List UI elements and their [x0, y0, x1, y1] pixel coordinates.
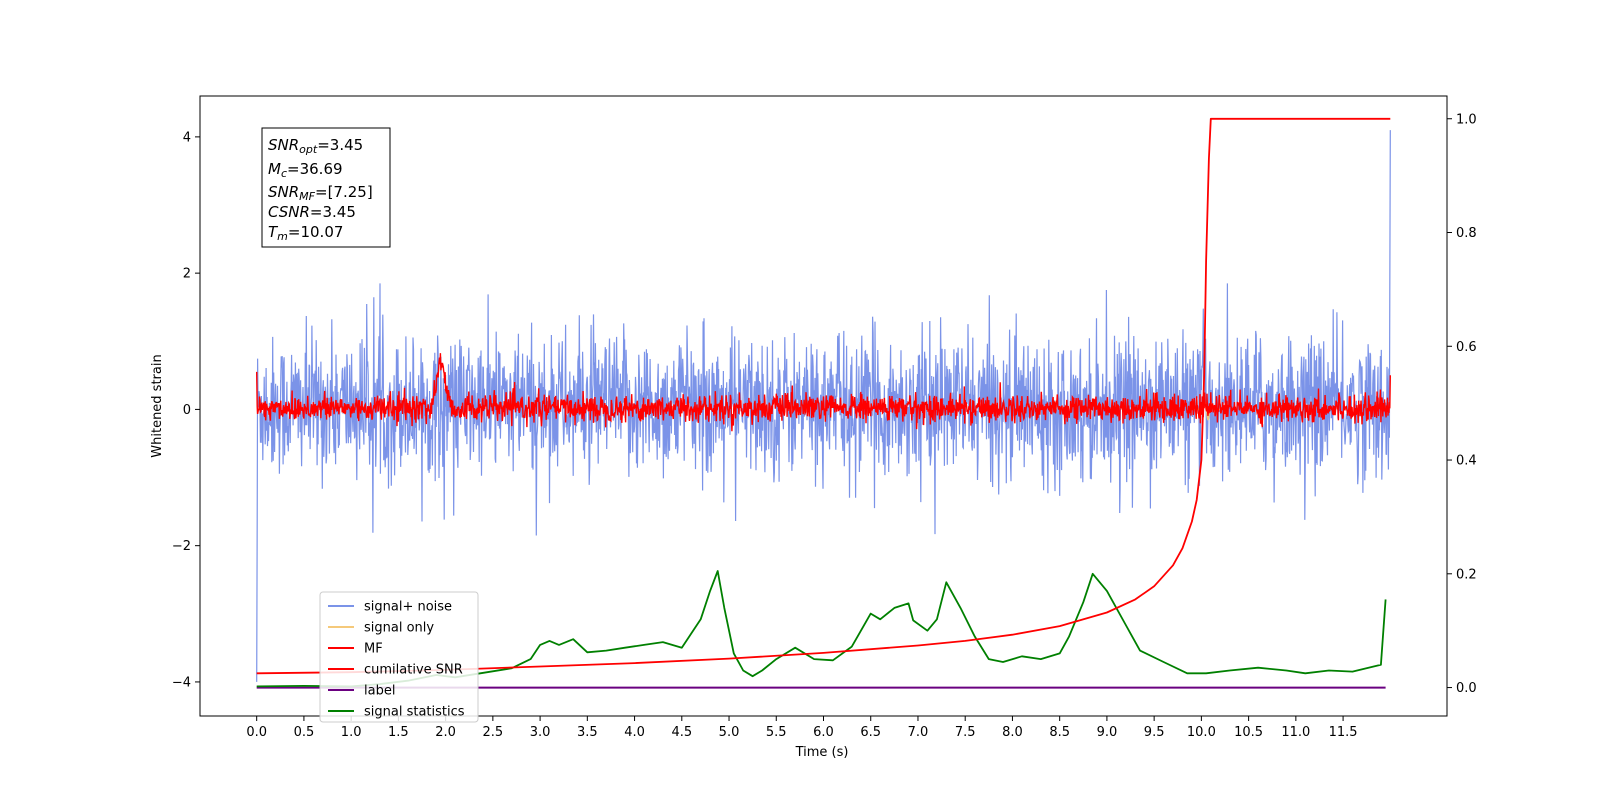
annotation-csnr: CSNR=3.45 [268, 203, 356, 221]
series-cumulative-snr [256, 117, 1391, 675]
legend: signal+ noise signal only MF cumilative SNR… [319, 591, 479, 723]
legend-label: label [364, 684, 395, 699]
y-tick-label-right: 0.8 [1456, 226, 1477, 241]
x-tick-label: 6.5 [860, 725, 881, 740]
x-tick-label: 11.0 [1281, 725, 1310, 740]
annotation-tm: Tm=10.07 [268, 223, 343, 243]
legend-label: signal statistics [364, 705, 465, 720]
legend-label: signal only [364, 621, 434, 636]
x-tick-label: 8.0 [1002, 725, 1023, 740]
y-tick-label-right: 1.0 [1456, 112, 1477, 127]
legend-label: MF [364, 642, 383, 657]
x-tick-label: 6.0 [813, 725, 834, 740]
annotation-snr-opt: SNRopt=3.45 [268, 136, 363, 156]
series-mf [256, 353, 1391, 432]
x-tick-label: 11.5 [1329, 725, 1358, 740]
x-tick-label: 3.0 [530, 725, 551, 740]
x-tick-label: 3.5 [577, 725, 598, 740]
x-tick-label: 1.5 [388, 725, 409, 740]
x-tick-label: 10.0 [1187, 725, 1216, 740]
annotation-mc: Mc=36.69 [268, 160, 343, 180]
y-tick-label-left: −2 [172, 539, 191, 554]
x-tick-label: 9.5 [1144, 725, 1165, 740]
legend-label: signal+ noise [364, 600, 452, 615]
x-tick-label: 2.0 [435, 725, 456, 740]
y-tick-label-left: 2 [183, 267, 191, 282]
annotation-box: SNRopt=3.45 Mc=36.69 SNRMF=[7.25] CSNR=3… [261, 127, 391, 248]
y-axis-label-left: Whitened strain [150, 354, 165, 457]
x-tick-label: 1.0 [341, 725, 362, 740]
x-tick-label: 0.5 [294, 725, 315, 740]
x-tick-label: 7.0 [908, 725, 929, 740]
x-tick-label: 2.5 [483, 725, 504, 740]
y-tick-label-left: −4 [172, 675, 191, 690]
y-tick-label-right: 0.0 [1456, 681, 1477, 696]
x-tick-label: 4.5 [671, 725, 692, 740]
y-tick-label-left: 4 [183, 130, 191, 145]
y-tick-label-left: 0 [183, 403, 191, 418]
x-tick-label: 0.0 [246, 725, 267, 740]
annotation-snr-mf: SNRMF=[7.25] [268, 183, 373, 203]
y-tick-label-right: 0.6 [1456, 340, 1477, 355]
x-tick-label: 10.5 [1234, 725, 1263, 740]
x-axis-label: Time (s) [795, 745, 849, 760]
x-tick-label: 4.0 [624, 725, 645, 740]
x-tick-label: 9.0 [1097, 725, 1118, 740]
x-tick-label: 5.5 [766, 725, 787, 740]
y-tick-label-right: 0.2 [1456, 567, 1477, 582]
legend-label: cumilative SNR [364, 663, 463, 678]
series-signal-statistics [256, 570, 1387, 688]
x-tick-label: 5.0 [719, 725, 740, 740]
x-tick-label: 8.5 [1049, 725, 1070, 740]
y-tick-label-right: 0.4 [1456, 454, 1477, 469]
x-tick-label: 7.5 [955, 725, 976, 740]
